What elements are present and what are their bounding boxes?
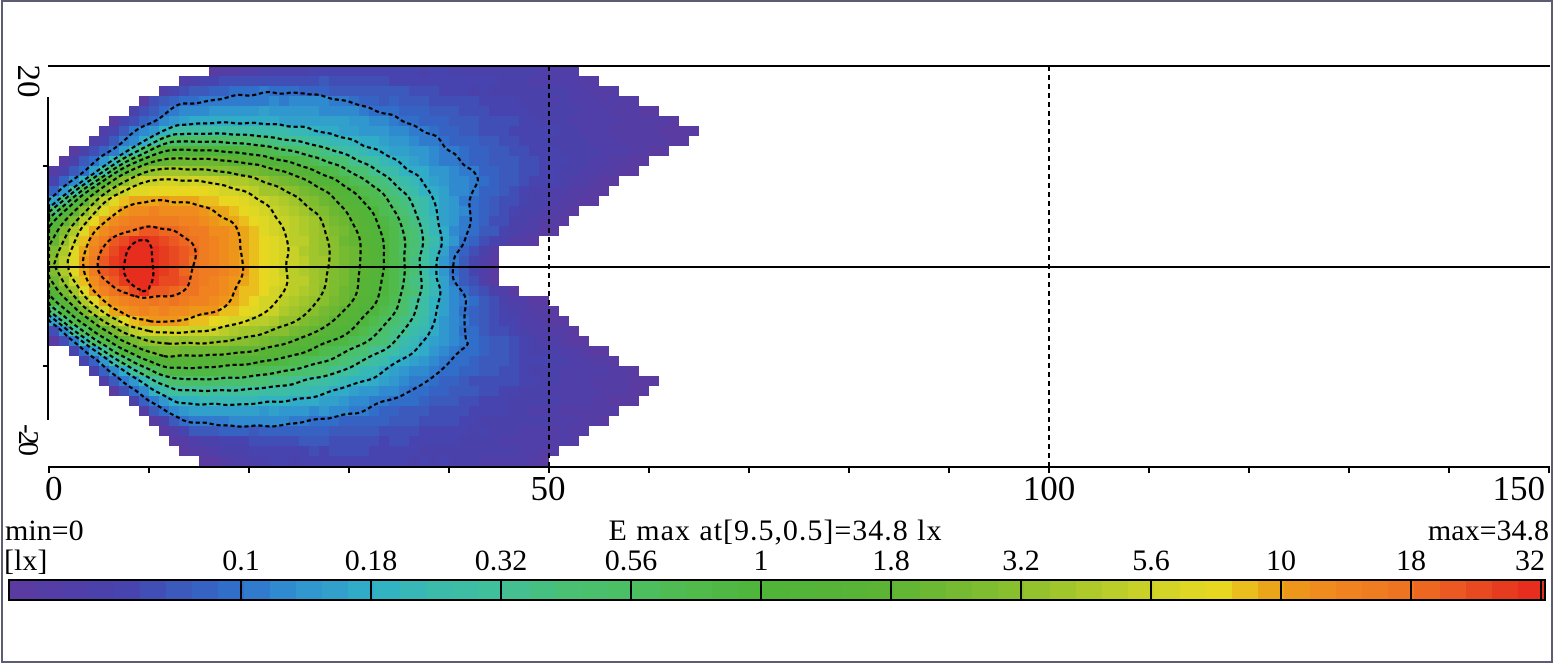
svg-text:-20: -20 <box>12 424 44 456</box>
svg-text:100: 100 <box>1023 469 1076 508</box>
svg-text:18: 18 <box>1396 544 1426 577</box>
svg-text:max=34.8: max=34.8 <box>1428 514 1549 547</box>
svg-text:0: 0 <box>45 469 63 508</box>
svg-text:20: 20 <box>10 65 46 98</box>
svg-text:3.2: 3.2 <box>1002 544 1040 577</box>
svg-text:E max at[9.5,0.5]=34.8 lx: E max at[9.5,0.5]=34.8 lx <box>609 514 942 547</box>
svg-text:0.56: 0.56 <box>605 544 658 577</box>
svg-text:min=0: min=0 <box>5 514 84 547</box>
svg-text:32: 32 <box>1515 544 1545 577</box>
svg-text:50: 50 <box>531 469 566 508</box>
svg-text:0.1: 0.1 <box>222 544 260 577</box>
svg-text:5.6: 5.6 <box>1132 544 1170 577</box>
svg-text:150: 150 <box>1493 469 1546 508</box>
svg-text:0.18: 0.18 <box>345 544 398 577</box>
svg-text:1.8: 1.8 <box>872 544 910 577</box>
svg-text:1: 1 <box>754 544 769 577</box>
svg-text:0.32: 0.32 <box>475 544 528 577</box>
svg-text:10: 10 <box>1266 544 1296 577</box>
svg-text:[lx]: [lx] <box>4 544 47 577</box>
